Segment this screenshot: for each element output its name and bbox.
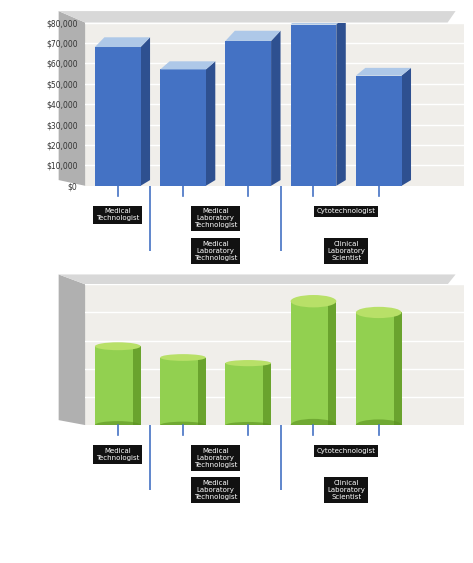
Text: Clinical
Laboratory
Scientist: Clinical Laboratory Scientist <box>327 241 365 261</box>
Bar <box>394 312 402 425</box>
Bar <box>95 47 140 186</box>
Ellipse shape <box>226 422 271 428</box>
Polygon shape <box>59 275 455 284</box>
Bar <box>132 346 140 425</box>
Ellipse shape <box>356 419 402 431</box>
Polygon shape <box>140 37 150 186</box>
Text: Medical
Laboratory
Technologist: Medical Laboratory Technologist <box>194 448 237 468</box>
Text: Medical
Laboratory
Technologist: Medical Laboratory Technologist <box>194 480 237 500</box>
Bar <box>356 75 402 186</box>
Bar <box>226 41 271 186</box>
Text: Clinical
Laboratory
Scientist: Clinical Laboratory Scientist <box>327 480 365 500</box>
Text: Medical
Laboratory
Technologist: Medical Laboratory Technologist <box>194 208 237 229</box>
Ellipse shape <box>160 422 206 428</box>
Polygon shape <box>290 14 346 25</box>
Bar <box>290 25 336 186</box>
Ellipse shape <box>290 419 336 431</box>
Bar <box>328 301 336 425</box>
Polygon shape <box>59 11 455 23</box>
Ellipse shape <box>356 307 402 318</box>
Text: Medical
Laboratory
Technologist: Medical Laboratory Technologist <box>194 241 237 261</box>
Bar <box>95 346 140 425</box>
Bar <box>160 358 206 425</box>
Bar <box>290 301 336 425</box>
Polygon shape <box>336 14 346 186</box>
Polygon shape <box>59 275 85 425</box>
Text: Medical
Technologist: Medical Technologist <box>96 208 140 221</box>
Bar <box>198 358 206 425</box>
Text: Cytotechnologist: Cytotechnologist <box>316 448 376 454</box>
Ellipse shape <box>160 354 206 361</box>
Polygon shape <box>271 31 280 186</box>
Bar <box>263 363 271 425</box>
Polygon shape <box>206 61 215 186</box>
Text: Mean Annual Salary of Medical Technologist Professionals: Mean Annual Salary of Medical Technologi… <box>88 7 385 16</box>
Bar <box>160 69 206 186</box>
Ellipse shape <box>95 421 140 429</box>
Text: Cytotechnologist: Cytotechnologist <box>316 208 376 215</box>
Polygon shape <box>59 11 85 186</box>
Polygon shape <box>95 37 150 47</box>
Bar <box>226 363 271 425</box>
Ellipse shape <box>290 295 336 307</box>
Polygon shape <box>356 68 411 75</box>
Ellipse shape <box>226 360 271 367</box>
Ellipse shape <box>95 342 140 350</box>
Polygon shape <box>160 61 215 69</box>
Text: Expected Medical Technology Job Growth, 2008-2018: Expected Medical Technology Job Growth, … <box>102 269 371 278</box>
Polygon shape <box>402 68 411 186</box>
Polygon shape <box>226 31 280 41</box>
Text: Medical
Technologist: Medical Technologist <box>96 448 140 461</box>
Bar <box>356 312 402 425</box>
